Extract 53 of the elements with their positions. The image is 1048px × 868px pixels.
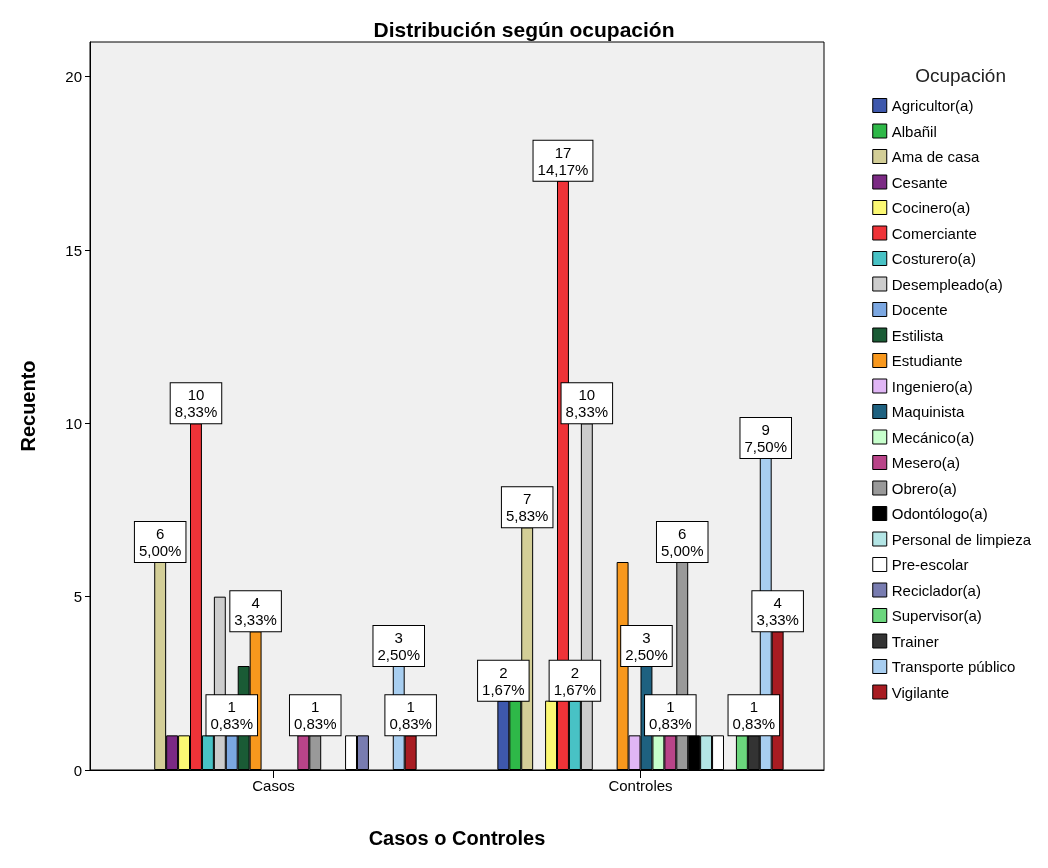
data-label: 9 7,50%: [744, 421, 788, 455]
legend-label: Transporte público: [891, 658, 1016, 675]
legend-label: Cesante: [891, 173, 948, 191]
y-axis-title: Recuento: [17, 360, 39, 452]
legend-label: Reciclador(a): [891, 581, 981, 599]
legend-label: Estilista: [891, 326, 945, 344]
legend-label: Supervisor(a): [891, 607, 982, 624]
legend-label: Vigilante: [891, 683, 950, 701]
data-label: 4 3,33%: [756, 594, 799, 629]
legend-label: Trainer: [891, 632, 939, 650]
legend-label: Desempleado(a): [891, 275, 1003, 293]
legend-label: Albañil: [891, 122, 937, 140]
data-label: 17 14,17%: [537, 143, 589, 178]
legend-label: Pre-escolar: [891, 556, 969, 573]
x-tick-label: Casos: [252, 777, 295, 794]
data-label: 2 1,67%: [482, 663, 525, 698]
y-tick-label: 5: [73, 588, 82, 606]
data-label: 10 8,33%: [174, 386, 218, 421]
legend-label: Agricultor(a): [891, 97, 974, 114]
data-label: 10 8,33%: [565, 386, 609, 421]
legend-title: Ocupación: [915, 65, 1007, 86]
data-label: 1 0,83%: [649, 698, 692, 733]
data-label: 6 5,00%: [138, 525, 182, 559]
data-label: 1 0,83%: [732, 698, 776, 733]
data-label: 6 5,00%: [660, 525, 704, 559]
legend-label: Mecánico(a): [891, 428, 975, 446]
data-label: 1 0,83%: [389, 698, 432, 733]
legend-label: Obrero(a): [891, 479, 957, 497]
data-label: 7 5,83%: [505, 490, 549, 525]
legend-label: Odontólogo(a): [891, 505, 988, 522]
y-tick-label: 10: [65, 414, 82, 432]
legend-label: Personal de limpieza: [891, 530, 1032, 548]
legend-label: Costurero(a): [891, 250, 976, 267]
data-label: 1 0,83%: [210, 698, 254, 733]
data-label: 2 1,67%: [553, 663, 597, 698]
y-tick-label: 15: [65, 241, 82, 259]
legend-label: Ama de casa: [891, 148, 980, 165]
y-tick-label: 20: [65, 68, 82, 86]
legend-label: Docente: [891, 301, 948, 318]
x-tick-label: Controles: [608, 777, 673, 794]
data-label: 1 0,83%: [293, 698, 337, 733]
data-label: 4 3,33%: [234, 594, 277, 629]
data-label: 3 2,50%: [377, 629, 421, 663]
data-label: 3 2,50%: [625, 629, 668, 663]
legend-label: Comerciante: [891, 224, 977, 242]
legend-label: Maquinista: [891, 403, 965, 420]
legend-label: Estudiante: [891, 352, 963, 369]
legend-label: Mesero(a): [891, 454, 961, 471]
legend-label: Cocinero(a): [891, 199, 971, 216]
x-axis-title: Casos o Controles: [368, 827, 546, 849]
chart-title: Distribución según ocupación: [373, 18, 675, 41]
y-tick-label: 0: [73, 761, 82, 779]
legend-label: Ingeniero(a): [891, 377, 973, 395]
